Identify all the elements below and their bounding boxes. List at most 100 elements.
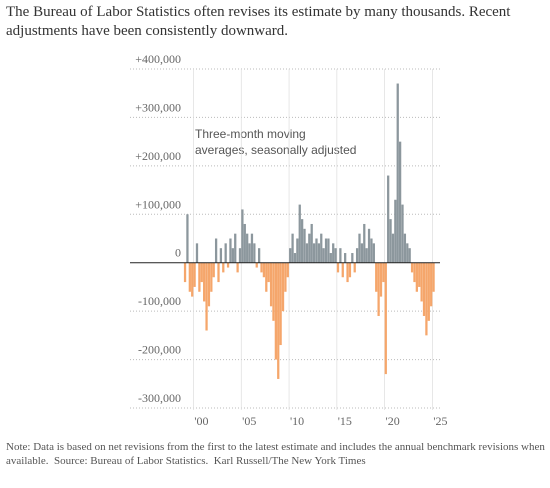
bar <box>210 262 213 292</box>
credit: Karl Russell/The New York Times <box>213 455 366 467</box>
bar <box>355 248 359 263</box>
y-tick-label: +200,000 <box>135 149 181 163</box>
bar <box>200 262 203 283</box>
bar <box>348 262 352 278</box>
bar <box>418 262 421 287</box>
bar <box>291 233 294 263</box>
bar <box>367 228 371 263</box>
bar <box>298 204 301 263</box>
bar <box>243 223 246 263</box>
bar <box>257 248 261 263</box>
bar <box>410 262 414 273</box>
bar <box>267 262 270 283</box>
bar <box>305 243 309 263</box>
source: Source: Bureau of Labor Statistics. <box>53 455 209 467</box>
bar <box>281 262 285 312</box>
bar <box>425 262 428 336</box>
bar <box>279 262 282 346</box>
bar <box>329 253 332 263</box>
y-tick-label: +300,000 <box>135 100 181 114</box>
bar <box>293 253 297 263</box>
bar <box>389 219 392 263</box>
bar <box>332 243 335 263</box>
bar <box>191 262 194 297</box>
bar <box>222 262 225 273</box>
bar <box>214 238 218 263</box>
bar <box>272 262 275 321</box>
bar <box>274 262 277 360</box>
bar <box>246 233 249 263</box>
bar <box>312 243 316 263</box>
bar <box>250 233 254 263</box>
bar <box>269 262 273 307</box>
bar <box>203 262 206 302</box>
bar <box>195 243 199 263</box>
bar <box>324 238 328 263</box>
bar <box>353 262 356 273</box>
y-tick-label: +400,000 <box>135 52 181 66</box>
y-tick-label: -100,000 <box>138 294 181 308</box>
bar <box>308 233 311 263</box>
bar <box>384 262 387 375</box>
bar <box>219 248 223 263</box>
bar <box>432 262 435 292</box>
bar <box>234 233 237 263</box>
bar <box>303 228 306 263</box>
bar <box>396 83 399 263</box>
bar <box>265 262 268 292</box>
bar <box>205 262 208 331</box>
bar <box>379 262 383 297</box>
bar <box>183 262 187 283</box>
note: Note: Data is based on net revisions fro… <box>6 440 546 468</box>
bar <box>339 248 342 263</box>
bar <box>341 262 344 278</box>
bar <box>241 209 244 263</box>
bar <box>289 248 292 263</box>
bar <box>327 238 330 263</box>
bar <box>231 248 234 263</box>
bar <box>226 262 230 268</box>
bar <box>301 219 304 263</box>
bar <box>344 253 347 263</box>
bar <box>334 248 337 263</box>
annotation: Three-month moving <box>195 127 306 141</box>
x-tick-label: '00 <box>194 414 208 428</box>
y-tick-label: 0 <box>175 246 181 260</box>
bar <box>430 262 433 307</box>
bar <box>286 262 289 278</box>
y-tick-label: -200,000 <box>138 343 181 357</box>
bar <box>186 214 189 263</box>
bar <box>346 262 349 283</box>
bar <box>188 262 191 292</box>
x-tick-label: '20 <box>386 414 400 428</box>
bar <box>193 262 196 287</box>
y-tick-label: +100,000 <box>135 197 181 211</box>
bar <box>320 233 323 263</box>
bar <box>401 204 404 263</box>
bar <box>415 262 418 292</box>
bar <box>408 248 411 263</box>
chart-title: The Bureau of Labor Statistics often rev… <box>6 4 511 39</box>
bar <box>260 262 263 273</box>
bar <box>217 262 220 283</box>
bar <box>262 262 266 278</box>
bar <box>315 238 318 263</box>
bar <box>375 262 378 292</box>
bar <box>351 253 354 263</box>
bar <box>317 243 321 263</box>
bar <box>422 262 426 316</box>
bar <box>207 262 211 307</box>
x-tick-label: '05 <box>242 414 256 428</box>
bar <box>360 243 364 263</box>
bar <box>391 233 395 263</box>
bar <box>248 243 251 263</box>
annotation: averages, seasonally adjusted <box>195 143 356 157</box>
bar <box>198 262 201 292</box>
bar <box>336 262 340 273</box>
bar <box>403 233 407 263</box>
bar <box>394 199 397 263</box>
bar <box>427 262 430 321</box>
bar <box>238 248 242 263</box>
